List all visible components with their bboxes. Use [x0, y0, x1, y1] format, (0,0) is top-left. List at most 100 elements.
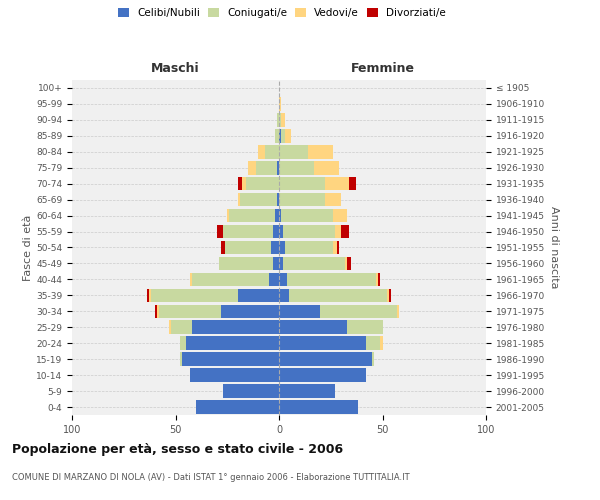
Bar — [333, 209, 347, 222]
Bar — [279, 256, 283, 270]
Bar — [229, 209, 275, 222]
Bar — [279, 240, 285, 254]
Bar — [279, 320, 347, 334]
Bar — [279, 113, 281, 126]
Bar — [279, 336, 366, 350]
Bar — [190, 368, 279, 382]
Bar — [182, 352, 279, 366]
Bar — [172, 320, 192, 334]
Bar — [227, 209, 229, 222]
Bar — [265, 145, 279, 158]
Text: Popolazione per età, sesso e stato civile - 2006: Popolazione per età, sesso e stato civil… — [12, 442, 343, 456]
Text: COMUNE DI MARZANO DI NOLA (AV) - Dati ISTAT 1° gennaio 2006 - Elaborazione TUTTI: COMUNE DI MARZANO DI NOLA (AV) - Dati IS… — [12, 472, 410, 482]
Bar — [192, 320, 279, 334]
Bar — [225, 240, 271, 254]
Bar — [325, 193, 341, 206]
Bar — [281, 113, 285, 126]
Bar — [279, 129, 281, 142]
Bar — [279, 304, 320, 318]
Bar — [269, 272, 279, 286]
Bar — [221, 304, 279, 318]
Bar — [179, 336, 186, 350]
Bar — [283, 225, 335, 238]
Bar — [169, 320, 172, 334]
Bar — [389, 288, 391, 302]
Bar — [320, 304, 397, 318]
Bar — [259, 145, 265, 158]
Bar — [279, 145, 308, 158]
Bar — [151, 288, 238, 302]
Bar — [238, 193, 239, 206]
Bar — [221, 240, 225, 254]
Bar — [279, 161, 314, 174]
Bar — [337, 240, 339, 254]
Bar — [277, 193, 279, 206]
Bar — [179, 352, 182, 366]
Bar — [314, 161, 339, 174]
Bar — [271, 240, 279, 254]
Bar — [289, 288, 386, 302]
Bar — [325, 177, 349, 190]
Bar — [279, 177, 325, 190]
Bar — [283, 256, 345, 270]
Bar — [285, 240, 333, 254]
Bar — [279, 384, 335, 398]
Bar — [386, 288, 389, 302]
Bar — [345, 256, 347, 270]
Bar — [238, 177, 242, 190]
Y-axis label: Fasce di età: Fasce di età — [23, 214, 33, 280]
Bar — [186, 336, 279, 350]
Bar — [279, 352, 372, 366]
Bar — [146, 288, 149, 302]
Bar — [347, 320, 383, 334]
Bar — [196, 400, 279, 414]
Bar — [157, 304, 159, 318]
Bar — [238, 288, 279, 302]
Bar — [333, 240, 337, 254]
Bar — [219, 256, 273, 270]
Bar — [281, 129, 285, 142]
Bar — [376, 272, 379, 286]
Bar — [397, 304, 399, 318]
Bar — [366, 336, 380, 350]
Y-axis label: Anni di nascita: Anni di nascita — [549, 206, 559, 288]
Bar — [223, 384, 279, 398]
Text: Maschi: Maschi — [151, 62, 200, 75]
Bar — [279, 193, 325, 206]
Bar — [155, 304, 157, 318]
Text: Femmine: Femmine — [350, 62, 415, 75]
Bar — [335, 225, 341, 238]
Bar — [277, 113, 279, 126]
Bar — [275, 129, 279, 142]
Bar — [190, 272, 192, 286]
Bar — [149, 288, 151, 302]
Bar — [192, 272, 269, 286]
Bar — [287, 272, 376, 286]
Bar — [239, 193, 277, 206]
Bar — [279, 97, 281, 110]
Bar — [372, 352, 374, 366]
Bar — [347, 256, 352, 270]
Bar — [246, 177, 279, 190]
Bar — [217, 225, 223, 238]
Bar — [281, 209, 333, 222]
Legend: Celibi/Nubili, Coniugati/e, Vedovi/e, Divorziati/e: Celibi/Nubili, Coniugati/e, Vedovi/e, Di… — [115, 5, 449, 21]
Bar — [223, 225, 273, 238]
Bar — [256, 161, 277, 174]
Bar — [275, 209, 279, 222]
Bar — [379, 272, 380, 286]
Bar — [308, 145, 333, 158]
Bar — [279, 368, 366, 382]
Bar — [279, 400, 358, 414]
Bar — [273, 225, 279, 238]
Bar — [279, 288, 289, 302]
Bar — [277, 161, 279, 174]
Bar — [279, 209, 281, 222]
Bar — [279, 272, 287, 286]
Bar — [380, 336, 383, 350]
Bar — [279, 225, 283, 238]
Bar — [248, 161, 256, 174]
Bar — [273, 256, 279, 270]
Bar — [285, 129, 292, 142]
Bar — [349, 177, 356, 190]
